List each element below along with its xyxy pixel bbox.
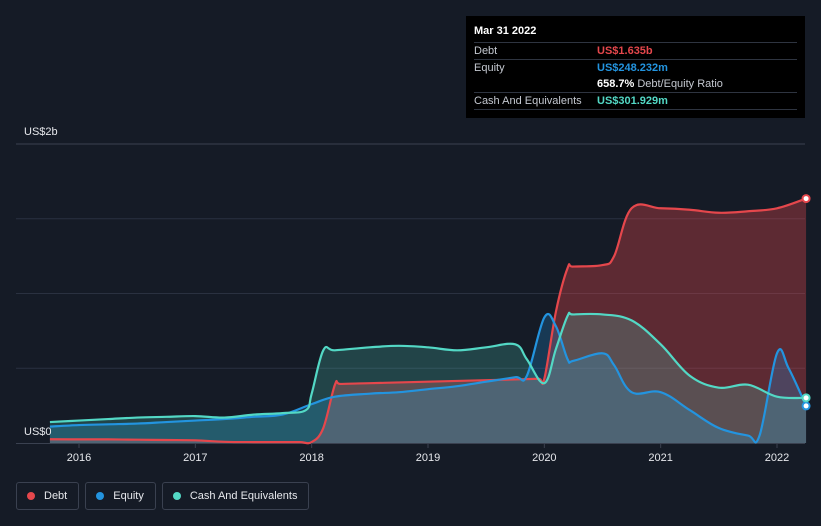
legend-item-cash[interactable]: Cash And Equivalents [161,482,310,510]
tooltip-value: US$248.232m [597,62,668,74]
tooltip-date: Mar 31 2022 [474,25,537,37]
x-tick-label: 2020 [532,452,556,464]
tooltip-panel: Mar 31 2022 Debt US$1.635b Equity US$248… [466,16,805,118]
equity-dot-icon [96,492,105,500]
x-axis: 2016 2017 2018 2019 2020 2021 2022 [67,443,789,464]
series-lines [49,197,808,445]
tooltip-suffix: Debt/Equity Ratio [637,78,723,90]
x-tick-label: 2017 [183,452,207,464]
x-tick-label: 2022 [765,452,789,464]
tooltip-label [474,76,597,92]
y-axis-top-label: US$2b [24,126,58,138]
debt-end-point [801,194,811,204]
cash-and-equivalents-line [49,311,807,424]
tooltip-value: US$1.635b [597,45,653,57]
tooltip-value: US$301.929m [597,95,668,107]
legend-item-debt[interactable]: Debt [16,482,80,510]
debt-line [49,197,807,445]
tooltip-row-debt: Debt US$1.635b [474,42,797,59]
legend-label: Debt [44,490,68,502]
x-tick-label: 2016 [67,452,91,464]
debt-area [49,198,807,444]
y-axis-bottom-label: US$0 [24,426,52,438]
tooltip-row-cash: Cash And Equivalents US$301.929m [474,92,797,110]
legend: Debt Equity Cash And Equivalents [16,482,310,510]
x-tick-label: 2019 [416,452,440,464]
cash-dot-icon [172,492,181,500]
tooltip-row-equity: Equity US$248.232m [474,59,797,76]
cash-and-equivalents-area [49,312,807,443]
tooltip-label: Cash And Equivalents [474,95,582,107]
tooltip-label: Equity [474,62,505,74]
equity-area [49,313,807,443]
legend-label: Cash And Equivalents [189,490,298,502]
tooltip-label: Debt [474,45,498,57]
tooltip-row-ratio: 658.7% Debt/Equity Ratio [474,76,797,92]
cash-and-equivalents-end-point [801,393,811,403]
equity-end-point [801,401,811,411]
end-markers [801,194,811,411]
x-tick-label: 2021 [648,452,672,464]
series-areas [49,198,807,444]
x-tick-label: 2018 [299,452,323,464]
legend-item-equity[interactable]: Equity [85,482,156,510]
legend-label: Equity [113,490,144,502]
equity-line [49,312,808,444]
grid-lines [16,143,805,444]
debt-dot-icon [27,492,35,500]
tooltip-value: 658.7% [597,78,635,90]
